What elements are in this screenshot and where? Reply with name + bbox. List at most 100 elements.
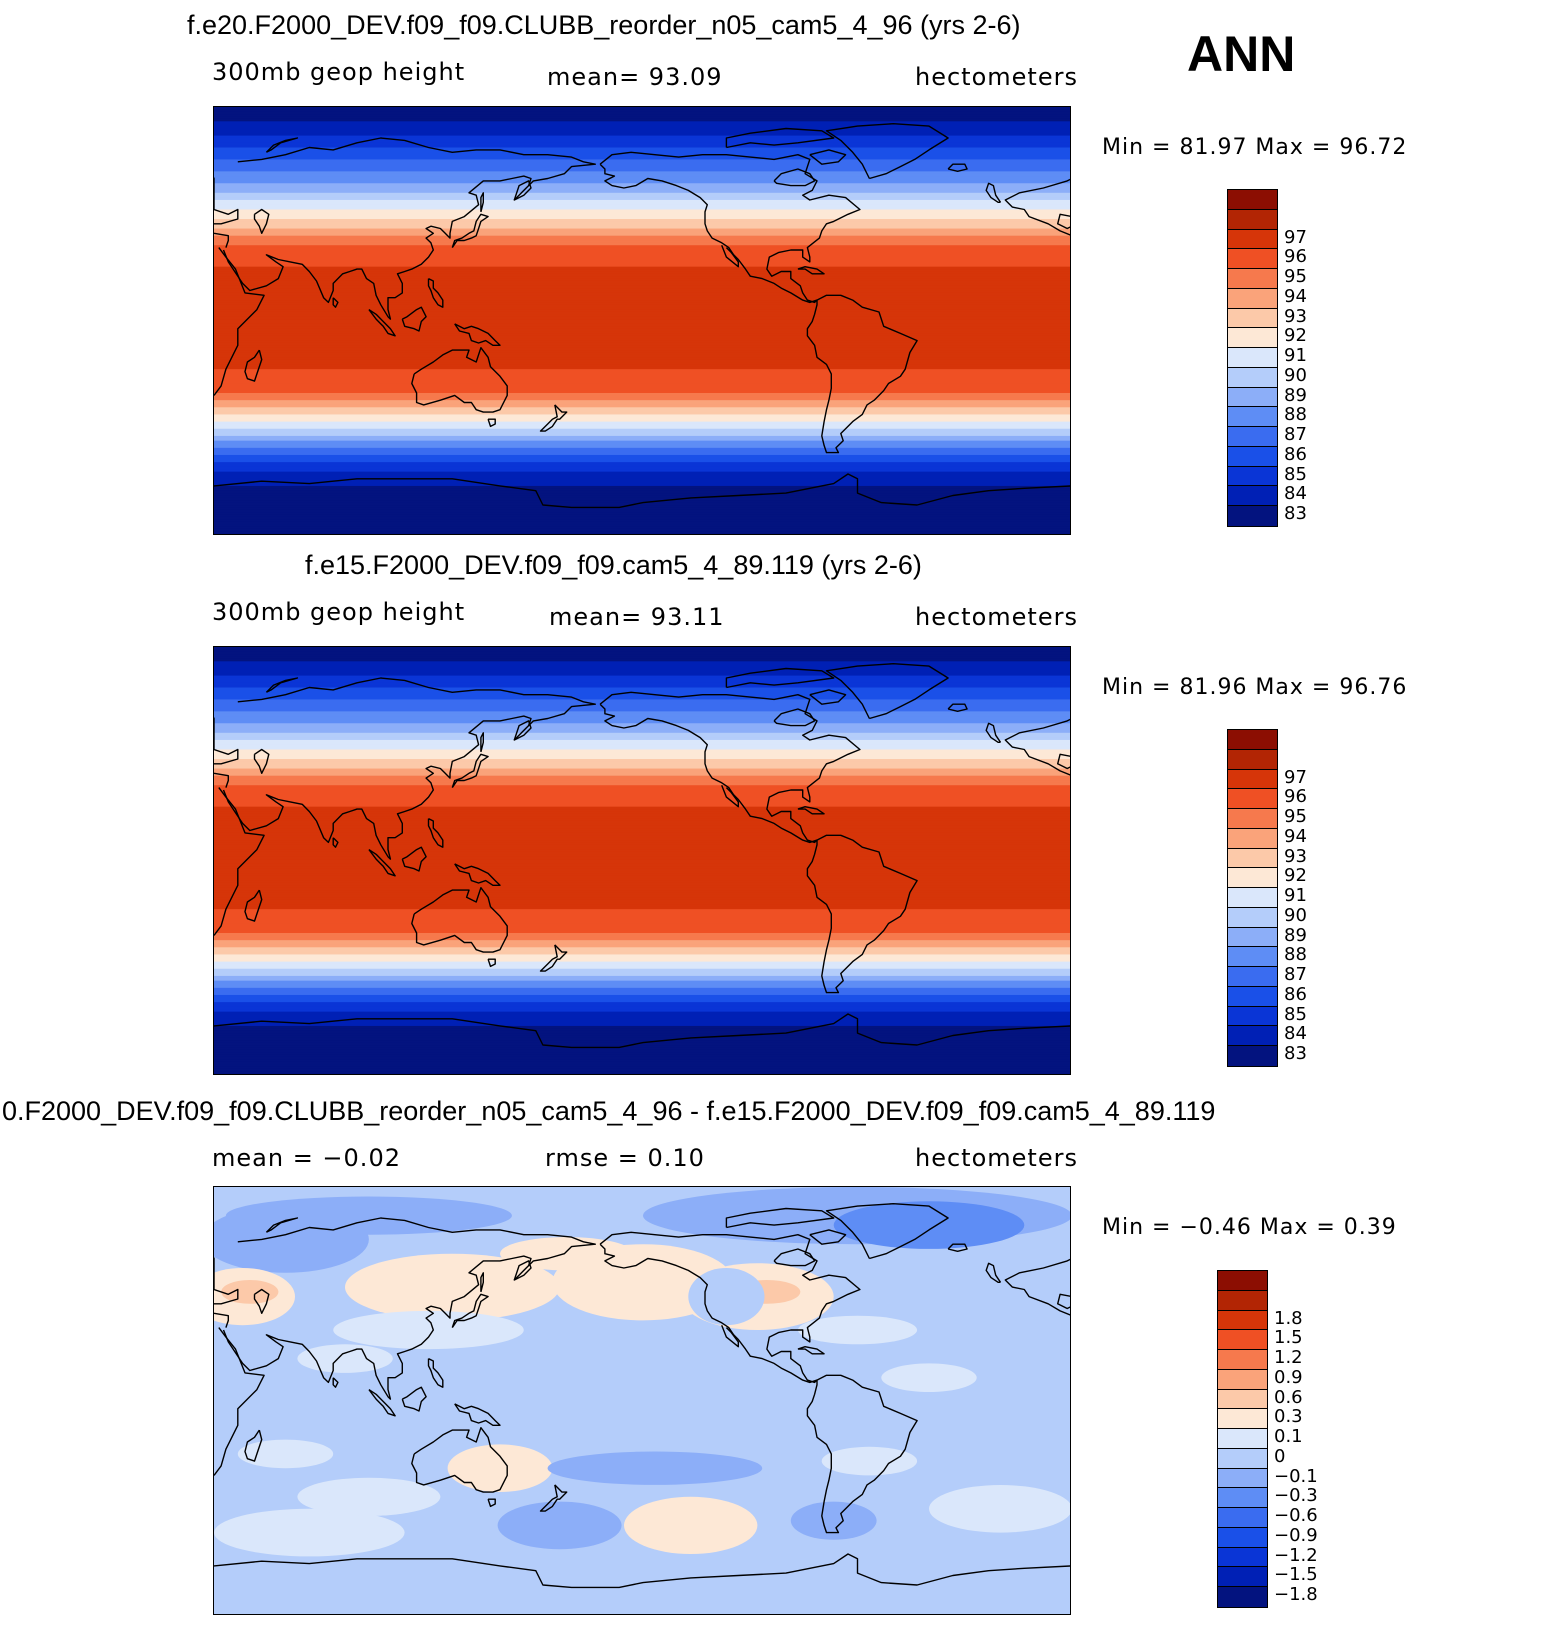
coastline	[401, 1386, 427, 1412]
field-band	[214, 687, 1070, 691]
field-patch	[297, 1344, 393, 1373]
field-band	[214, 264, 1070, 268]
coastline	[725, 127, 835, 149]
field-band	[214, 400, 1070, 404]
coastline	[401, 306, 427, 332]
field-band	[214, 1023, 1070, 1027]
coastline	[1057, 1293, 1070, 1310]
colorbar-swatch	[1228, 486, 1277, 506]
field-band	[214, 190, 1070, 194]
coastline	[487, 958, 496, 968]
field-band	[214, 875, 1070, 879]
field-band	[214, 718, 1070, 722]
field-band	[214, 787, 1070, 791]
field-band	[214, 369, 1070, 373]
field-band	[214, 1021, 1070, 1025]
coastline	[265, 137, 299, 153]
field-band	[214, 216, 1070, 220]
colorbar-tick-label: 93	[1284, 845, 1307, 867]
field-band	[214, 116, 1070, 120]
colorbar-swatch	[1228, 269, 1277, 289]
field-patch	[497, 1501, 622, 1550]
field-band	[214, 331, 1070, 335]
colorbar-swatch	[1228, 947, 1277, 967]
field-band	[214, 450, 1070, 454]
field-band	[214, 725, 1070, 729]
colorbar-swatch	[1228, 249, 1277, 269]
coastline	[253, 748, 270, 774]
field-band	[214, 226, 1070, 230]
field-band	[214, 735, 1070, 739]
colorbar-swatch	[1218, 1409, 1267, 1429]
field-band	[214, 250, 1070, 253]
field-band	[214, 697, 1070, 701]
field-band	[214, 188, 1070, 192]
colorbar-swatch	[1218, 1468, 1267, 1489]
field-band	[214, 866, 1070, 870]
field-band	[214, 495, 1070, 499]
field-band	[214, 352, 1070, 356]
field-band	[214, 423, 1070, 427]
coastline	[599, 691, 861, 844]
field-band	[214, 393, 1070, 396]
field-band	[214, 214, 1070, 218]
colorbar-tick-label: 94	[1284, 825, 1307, 847]
field-band	[214, 445, 1070, 449]
field-band	[214, 1040, 1070, 1044]
field-patch	[476, 1463, 524, 1483]
field-band	[214, 257, 1070, 261]
field-band	[214, 345, 1070, 349]
coastline	[214, 154, 239, 225]
colorbar-tick-label: 0	[1274, 1445, 1286, 1467]
field-band	[214, 894, 1070, 898]
field-band	[214, 407, 1070, 411]
coastline	[253, 1288, 270, 1314]
field-band	[214, 809, 1070, 813]
field-band	[214, 863, 1070, 867]
field-band	[214, 937, 1070, 941]
field-band	[214, 911, 1070, 915]
colorbar-tick-label: 0.6	[1274, 1386, 1303, 1408]
field-band	[214, 133, 1070, 137]
coastline	[985, 1262, 1002, 1283]
field-band	[214, 283, 1070, 287]
panel-2-units: hectometers	[915, 603, 1078, 631]
field-band	[214, 990, 1070, 994]
field-band	[214, 195, 1070, 199]
field-band	[214, 906, 1070, 910]
field-band	[214, 526, 1070, 530]
field-band	[214, 675, 1070, 679]
panel-2-colorbar	[1227, 729, 1278, 1067]
field-patch	[297, 1477, 441, 1516]
field-band	[214, 166, 1070, 170]
field-band	[214, 978, 1070, 982]
field-band	[214, 288, 1070, 292]
field-band	[214, 161, 1070, 165]
field-band	[214, 835, 1070, 839]
field-band	[214, 794, 1070, 798]
colorbar-tick-label: 83	[1284, 1043, 1307, 1065]
field-band	[214, 157, 1070, 161]
colorbar-swatch	[1218, 1587, 1267, 1607]
field-band	[214, 656, 1070, 660]
field-band	[214, 497, 1070, 501]
colorbar-tick-label: 95	[1284, 266, 1307, 288]
coastline	[797, 1346, 825, 1355]
field-band	[214, 1030, 1070, 1034]
colorbar-tick-label: 92	[1284, 325, 1307, 347]
field-band	[214, 297, 1070, 301]
field-band	[214, 1033, 1070, 1037]
field-band	[214, 173, 1070, 177]
field-band	[214, 390, 1070, 394]
field-band	[214, 873, 1070, 877]
field-band	[214, 233, 1070, 237]
field-band	[214, 483, 1070, 487]
field-band	[214, 516, 1070, 520]
field-band	[214, 897, 1070, 901]
field-band	[214, 1047, 1070, 1051]
panel-3-units: hectometers	[915, 1144, 1078, 1172]
field-band	[214, 280, 1070, 284]
field-band	[214, 462, 1070, 466]
field-band	[214, 359, 1070, 363]
field-band	[214, 813, 1070, 817]
